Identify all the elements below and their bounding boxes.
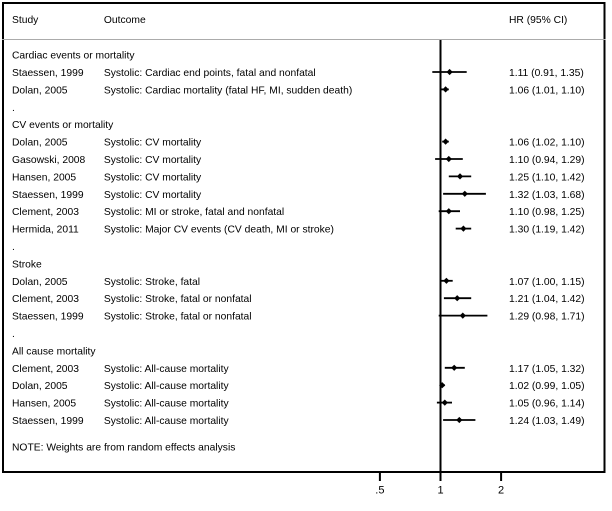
svg-text:Staessen, 1999: Staessen, 1999 bbox=[12, 68, 84, 79]
svg-text:Hansen, 2005: Hansen, 2005 bbox=[12, 399, 76, 410]
svg-text:Systolic: Stroke, fatal or non: Systolic: Stroke, fatal or nonfatal bbox=[104, 312, 252, 323]
svg-text:NOTE: Weights are from random: NOTE: Weights are from random effects an… bbox=[12, 443, 235, 454]
svg-text:.: . bbox=[12, 242, 15, 253]
svg-text:Systolic: MI or stroke, fatal: Systolic: MI or stroke, fatal and nonfat… bbox=[104, 207, 284, 218]
svg-text:2: 2 bbox=[498, 484, 504, 496]
svg-text:Systolic: CV mortality: Systolic: CV mortality bbox=[104, 172, 202, 183]
svg-text:1.11 (0.91, 1.35): 1.11 (0.91, 1.35) bbox=[509, 68, 584, 79]
svg-text:Hansen, 2005: Hansen, 2005 bbox=[12, 172, 76, 183]
svg-text:Systolic: All-cause mortality: Systolic: All-cause mortality bbox=[104, 381, 230, 392]
svg-text:.: . bbox=[12, 103, 15, 114]
svg-text:Systolic: All-cause mortality: Systolic: All-cause mortality bbox=[104, 416, 230, 427]
svg-text:1.10 (0.94, 1.29): 1.10 (0.94, 1.29) bbox=[509, 155, 585, 166]
svg-text:Staessen, 1999: Staessen, 1999 bbox=[12, 190, 84, 201]
svg-text:Clement, 2003: Clement, 2003 bbox=[12, 294, 79, 305]
svg-text:.: . bbox=[12, 329, 15, 340]
svg-text:Stroke: Stroke bbox=[12, 259, 42, 270]
svg-text:1.25 (1.10, 1.42): 1.25 (1.10, 1.42) bbox=[509, 172, 585, 183]
svg-text:1: 1 bbox=[437, 484, 443, 496]
svg-text:1.06 (1.02, 1.10): 1.06 (1.02, 1.10) bbox=[509, 138, 585, 149]
svg-text:.5: .5 bbox=[375, 484, 384, 496]
svg-text:Staessen, 1999: Staessen, 1999 bbox=[12, 312, 84, 323]
svg-text:Study: Study bbox=[12, 15, 39, 26]
svg-text:Systolic: Stroke, fatal: Systolic: Stroke, fatal bbox=[104, 277, 200, 288]
svg-text:Systolic: Cardiac mortality (f: Systolic: Cardiac mortality (fatal HF, M… bbox=[104, 85, 352, 96]
svg-text:1.02 (0.99, 1.05): 1.02 (0.99, 1.05) bbox=[509, 381, 585, 392]
svg-text:Systolic: All-cause mortality: Systolic: All-cause mortality bbox=[104, 364, 230, 375]
svg-text:1.30 (1.19, 1.42): 1.30 (1.19, 1.42) bbox=[509, 225, 585, 236]
svg-text:Staessen, 1999: Staessen, 1999 bbox=[12, 416, 84, 427]
svg-text:Clement, 2003: Clement, 2003 bbox=[12, 207, 79, 218]
svg-text:Outcome: Outcome bbox=[104, 15, 146, 26]
svg-text:Hermida, 2011: Hermida, 2011 bbox=[12, 225, 79, 236]
svg-text:1.32 (1.03, 1.68): 1.32 (1.03, 1.68) bbox=[509, 190, 585, 201]
svg-text:Dolan, 2005: Dolan, 2005 bbox=[12, 138, 68, 149]
svg-text:Systolic: CV mortality: Systolic: CV mortality bbox=[104, 138, 202, 149]
svg-text:Clement, 2003: Clement, 2003 bbox=[12, 364, 79, 375]
svg-text:Dolan, 2005: Dolan, 2005 bbox=[12, 277, 68, 288]
svg-text:1.10 (0.98, 1.25): 1.10 (0.98, 1.25) bbox=[509, 207, 585, 218]
svg-text:All cause mortality: All cause mortality bbox=[12, 346, 96, 357]
svg-text:Systolic: Major CV events (CV: Systolic: Major CV events (CV death, MI … bbox=[104, 225, 334, 236]
svg-text:1.17 (1.05, 1.32): 1.17 (1.05, 1.32) bbox=[509, 364, 585, 375]
svg-text:HR (95% CI): HR (95% CI) bbox=[509, 15, 567, 26]
svg-text:1.06 (1.01, 1.10): 1.06 (1.01, 1.10) bbox=[509, 85, 585, 96]
svg-text:Systolic: CV mortality: Systolic: CV mortality bbox=[104, 190, 202, 201]
svg-text:Cardiac events or mortality: Cardiac events or mortality bbox=[12, 51, 135, 62]
svg-text:Dolan, 2005: Dolan, 2005 bbox=[12, 85, 68, 96]
svg-text:Systolic: Stroke, fatal or non: Systolic: Stroke, fatal or nonfatal bbox=[104, 294, 252, 305]
svg-text:CV events or mortality: CV events or mortality bbox=[12, 120, 114, 131]
svg-text:Gasowski, 2008: Gasowski, 2008 bbox=[12, 155, 86, 166]
svg-text:Systolic: CV mortality: Systolic: CV mortality bbox=[104, 155, 202, 166]
svg-text:1.21 (1.04, 1.42): 1.21 (1.04, 1.42) bbox=[509, 294, 585, 305]
svg-text:Systolic: All-cause mortality: Systolic: All-cause mortality bbox=[104, 399, 230, 410]
svg-text:1.24 (1.03, 1.49): 1.24 (1.03, 1.49) bbox=[509, 416, 585, 427]
svg-text:1.29 (0.98, 1.71): 1.29 (0.98, 1.71) bbox=[509, 312, 585, 323]
svg-text:Dolan, 2005: Dolan, 2005 bbox=[12, 381, 68, 392]
svg-text:1.07 (1.00, 1.15): 1.07 (1.00, 1.15) bbox=[509, 277, 585, 288]
svg-text:1.05 (0.96, 1.14): 1.05 (0.96, 1.14) bbox=[509, 399, 585, 410]
svg-text:Systolic: Cardiac end points,: Systolic: Cardiac end points, fatal and … bbox=[104, 68, 316, 79]
